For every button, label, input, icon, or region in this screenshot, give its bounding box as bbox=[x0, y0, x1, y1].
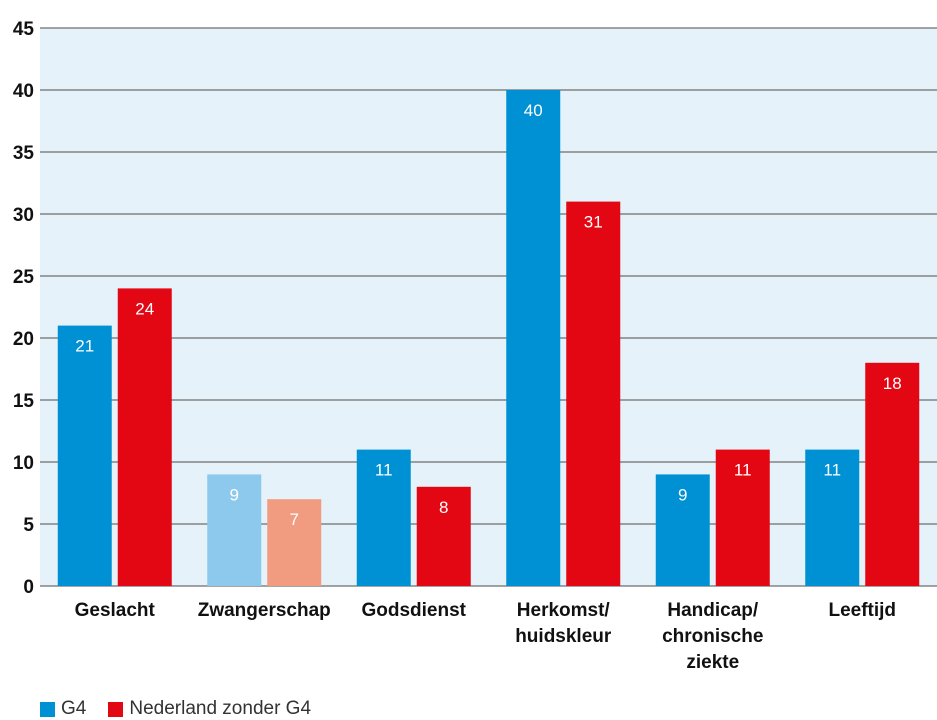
bar-g4 bbox=[805, 449, 860, 586]
category-label: Herkomst/huidskleur bbox=[515, 600, 612, 647]
bar-nl bbox=[117, 288, 172, 586]
y-tick-label: 25 bbox=[13, 267, 35, 288]
bar-g4 bbox=[655, 474, 710, 586]
data-label: 24 bbox=[135, 299, 154, 318]
data-label: 31 bbox=[584, 213, 603, 232]
category-label: Leeftijd bbox=[828, 600, 896, 621]
y-tick-label: 20 bbox=[13, 329, 34, 350]
category-labels: Geslacht Zwangerschap Godsdienst Herkomst/h… bbox=[75, 600, 896, 673]
legend-swatch-nl bbox=[108, 701, 124, 717]
data-label: 7 bbox=[290, 510, 299, 529]
y-tick-label: 10 bbox=[13, 453, 34, 474]
legend-item-nl: Nederland zonder G4 bbox=[108, 698, 311, 720]
bars bbox=[57, 90, 920, 586]
category-label-line: Handicap/ bbox=[667, 600, 759, 621]
bar-nl bbox=[267, 499, 322, 586]
category-label-line: Leeftijd bbox=[828, 600, 896, 621]
y-tick-label: 40 bbox=[13, 81, 34, 102]
data-label: 11 bbox=[734, 461, 752, 480]
y-tick-label: 45 bbox=[13, 19, 35, 40]
bar-g4 bbox=[57, 325, 112, 586]
y-tick-label: 0 bbox=[23, 577, 34, 598]
data-labels: 21 24 9 7 11 8 40 31 9 11 11 18 bbox=[75, 101, 901, 529]
plot-background bbox=[40, 28, 937, 586]
category-label: Godsdienst bbox=[361, 600, 466, 621]
category-label-line: chronische bbox=[662, 626, 763, 647]
legend-swatch-g4 bbox=[40, 701, 55, 717]
data-label: 11 bbox=[823, 461, 841, 480]
legend-item-g4: G4 bbox=[40, 698, 86, 720]
legend: G4 Nederland zonder G4 bbox=[40, 698, 333, 720]
y-axis-ticks: 0 5 10 15 20 25 30 35 40 45 bbox=[13, 19, 35, 598]
bar-g4 bbox=[356, 449, 411, 586]
bar-g4 bbox=[506, 90, 561, 586]
bar-nl bbox=[416, 486, 471, 586]
gridlines bbox=[40, 27, 937, 587]
legend-label-nl: Nederland zonder G4 bbox=[129, 698, 312, 719]
category-label: Handicap/chronische ziekte bbox=[662, 600, 763, 673]
category-label-line: Godsdienst bbox=[361, 600, 466, 621]
y-tick-label: 5 bbox=[23, 515, 34, 536]
data-label: 11 bbox=[375, 461, 393, 480]
category-label-line: Geslacht bbox=[75, 600, 156, 621]
legend-label-g4: G4 bbox=[61, 698, 87, 719]
bar-nl bbox=[566, 201, 621, 586]
data-label: 18 bbox=[883, 374, 902, 393]
y-tick-label: 30 bbox=[13, 205, 34, 226]
bar-nl bbox=[865, 362, 920, 586]
bar-g4 bbox=[207, 474, 262, 586]
data-label: 9 bbox=[230, 485, 239, 504]
category-label: Zwangerschap bbox=[198, 600, 331, 621]
data-label: 9 bbox=[678, 485, 687, 504]
y-tick-label: 35 bbox=[13, 143, 35, 164]
category-label-line: Herkomst/ bbox=[517, 600, 611, 621]
category-label: Geslacht bbox=[75, 600, 156, 621]
data-label: 40 bbox=[524, 101, 543, 120]
data-label: 21 bbox=[75, 337, 94, 356]
category-label-line: Zwangerschap bbox=[198, 600, 331, 621]
bar-nl bbox=[715, 449, 770, 586]
category-label-line: huidskleur bbox=[515, 626, 612, 647]
category-label-line: ziekte bbox=[686, 652, 739, 673]
data-label: 8 bbox=[439, 498, 448, 517]
y-tick-label: 15 bbox=[13, 391, 35, 412]
